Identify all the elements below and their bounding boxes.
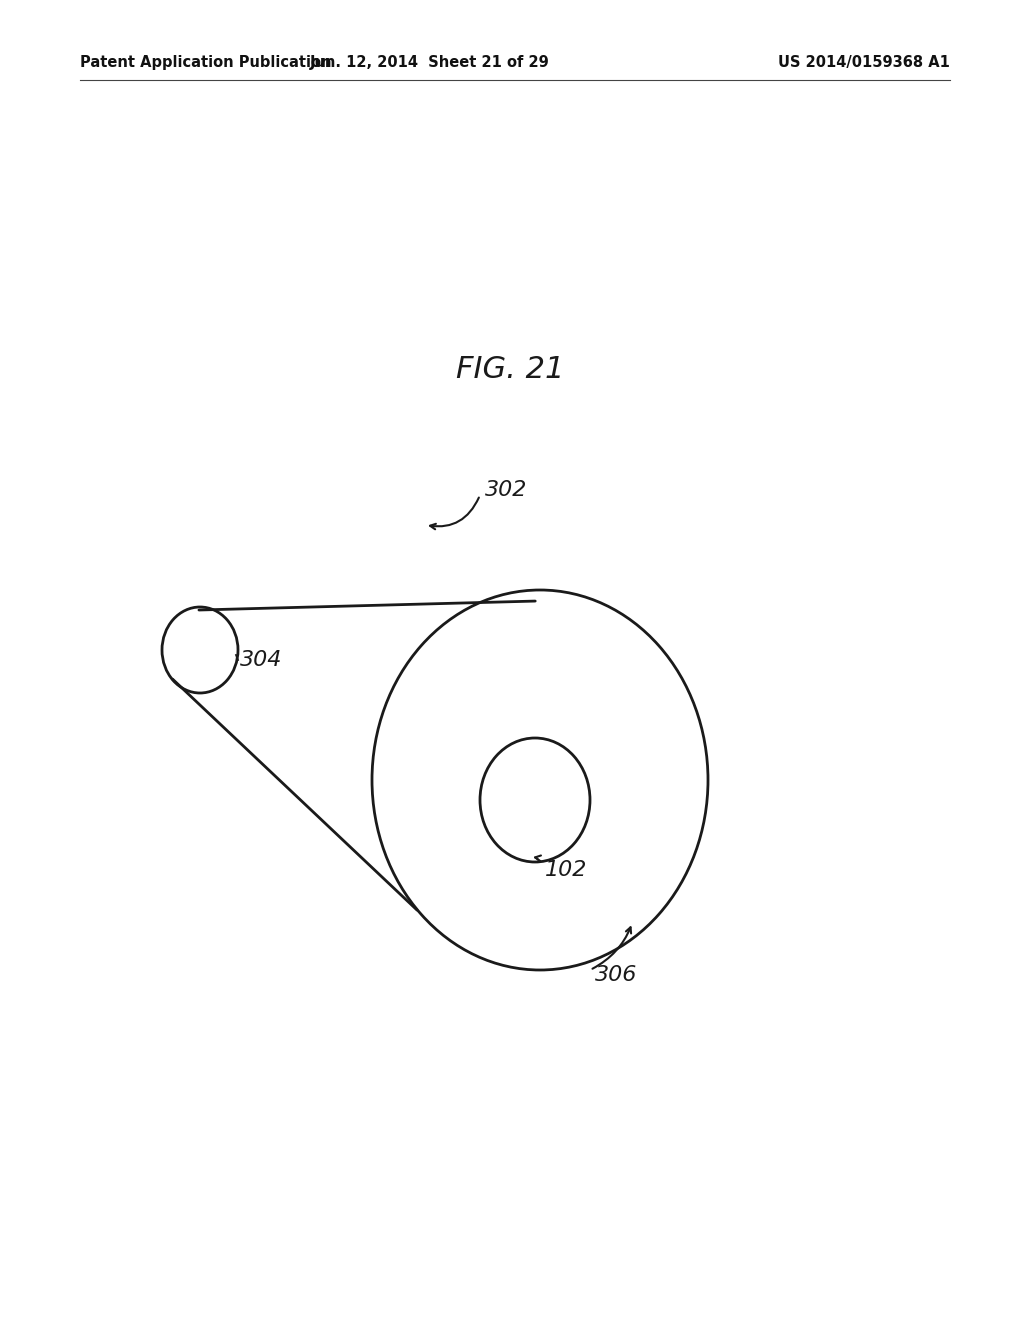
Text: 304: 304	[240, 649, 283, 671]
Text: 102: 102	[545, 861, 588, 880]
Text: Jun. 12, 2014  Sheet 21 of 29: Jun. 12, 2014 Sheet 21 of 29	[310, 54, 550, 70]
Text: FIG. 21: FIG. 21	[456, 355, 564, 384]
Text: 302: 302	[485, 480, 527, 500]
Text: Patent Application Publication: Patent Application Publication	[80, 54, 332, 70]
Text: 306: 306	[595, 965, 637, 985]
Text: US 2014/0159368 A1: US 2014/0159368 A1	[778, 54, 950, 70]
